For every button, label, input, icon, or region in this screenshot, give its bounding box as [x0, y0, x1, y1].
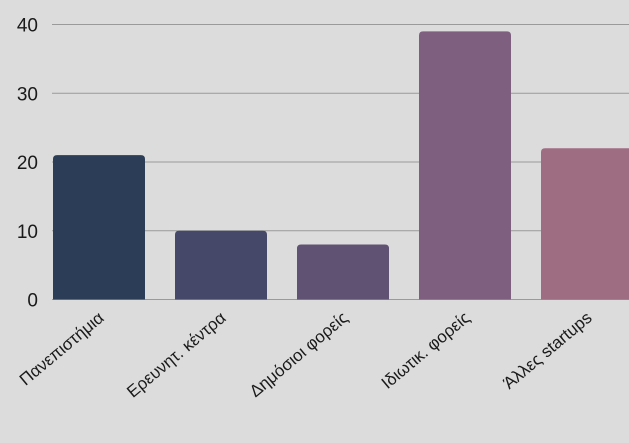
bar-3 — [297, 244, 389, 300]
y-tick-label: 40 — [17, 16, 38, 37]
grid — [52, 24, 629, 300]
y-tick-label: 10 — [17, 222, 38, 243]
y-tick-label: 20 — [17, 153, 38, 174]
bar-4 — [419, 31, 511, 300]
bar-1 — [53, 155, 145, 300]
y-tick-label: 30 — [17, 84, 38, 105]
x-category-label: Δημόσιοι φορείς — [246, 308, 352, 401]
bar-2 — [175, 230, 267, 300]
y-tick-label: 0 — [27, 291, 38, 312]
x-axis-labels: Πανεπιστήμια Ερευνητ. κέντρα Δημόσιοι φορε… — [16, 308, 596, 402]
bars — [53, 31, 629, 300]
x-category-label: Ιδιωτικ. φορείς — [378, 308, 474, 393]
x-category-label: Πανεπιστήμια — [16, 308, 108, 389]
y-axis-ticks: 0 10 20 30 40 — [17, 16, 38, 312]
x-category-label: Άλλες startups — [500, 308, 596, 393]
bar-5 — [541, 148, 629, 300]
x-category-label: Ερευνητ. κέντρα — [123, 308, 229, 402]
